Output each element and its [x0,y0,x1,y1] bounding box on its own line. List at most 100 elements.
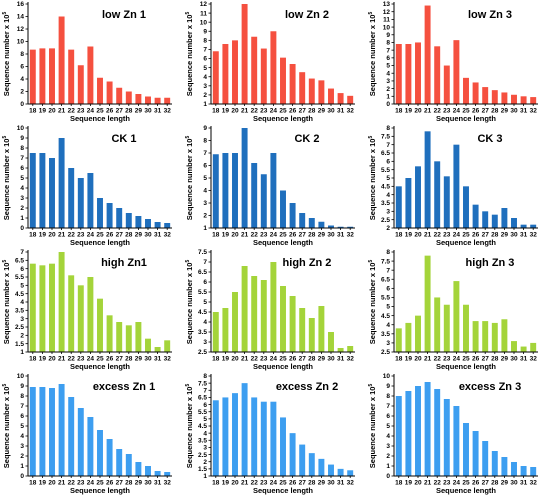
bar-24 [87,277,94,352]
x-tick-label: 27 [299,480,307,487]
bar-18 [395,44,402,104]
bar-19 [405,322,412,352]
x-tick-label: 32 [530,232,538,239]
y-axis-title: Sequence number x 105 [185,12,194,97]
bar-27 [482,211,489,228]
bar-31 [337,468,344,476]
x-axis-title: Sequence length [253,114,313,123]
bar-28 [491,322,498,352]
bar-25 [280,57,286,104]
bar-30 [511,341,517,352]
bar-31 [154,97,161,104]
bar-22 [251,397,258,476]
bar-22 [251,276,258,352]
bar-28 [125,213,132,228]
x-tick-label: 23 [77,356,85,363]
y-tick-label: 2.5 [15,324,24,331]
bar-29 [318,306,325,352]
y-tick-label: 4 [20,299,24,306]
x-tick-label: 31 [520,480,528,487]
bar-19 [39,153,46,228]
bar-29 [501,92,508,104]
x-tick-label: 24 [87,480,95,487]
bar-20 [232,40,238,104]
bar-19 [39,387,46,476]
x-tick-label: 26 [106,356,114,363]
x-tick-label: 24 [270,232,278,239]
x-tick-label: 20 [48,480,56,487]
x-tick-label: 24 [453,108,461,115]
y-tick-label: 8 [203,38,207,45]
x-tick-label: 23 [260,232,268,239]
bar-21 [241,4,248,104]
chart-panel-8: 2.533.544.555.566.577.518 19 20 21 22 23 24 25 2… [185,249,355,371]
bar-19 [222,44,229,104]
y-tick-label: 10 [17,125,25,132]
y-tick-label: 9 [386,32,390,39]
x-tick-label: 24 [270,480,278,487]
y-tick-label: 5 [20,283,24,290]
bar-25 [463,304,469,352]
x-tick-label: 24 [453,356,461,363]
x-tick-label: 22 [68,108,76,115]
y-tick-label: 3 [386,340,390,347]
x-tick-label: 22 [434,480,442,487]
bar-19 [222,397,229,476]
bar-23 [77,65,84,104]
x-tick-label: 18 [212,480,220,487]
x-tick-label: 18 [29,356,37,363]
bar-29 [501,319,508,352]
x-tick-label: 31 [520,232,528,239]
x-tick-label: 26 [472,108,480,115]
bar-29 [501,457,508,476]
y-tick-label: 7 [20,403,24,410]
x-tick-label: 21 [241,480,249,487]
x-tick-label: 27 [482,356,490,363]
bar-31 [520,346,527,352]
y-tick-label: 1 [203,101,207,108]
bar-29 [318,221,325,228]
x-tick-label: 30 [510,480,518,487]
bar-21 [424,255,431,352]
x-tick-label: 29 [318,480,326,487]
bar-31 [337,348,344,352]
y-tick-label: 4 [20,185,24,192]
x-tick-label: 32 [164,232,172,239]
x-tick-label: 32 [530,356,538,363]
bar-25 [97,430,103,476]
y-tick-label: 7 [386,47,390,54]
x-tick-label: 26 [106,108,114,115]
bar-23 [443,399,450,476]
bar-18 [29,263,36,352]
x-tick-label: 21 [241,356,249,363]
bar-27 [299,213,306,228]
y-tick-label: 8 [386,249,390,256]
bar-32 [530,97,537,104]
y-tick-label: 6 [203,56,207,63]
x-axis-title: Sequence length [253,238,313,247]
bar-31 [520,96,527,104]
bar-23 [443,65,450,104]
y-tick-label: 11 [383,17,390,24]
bar-25 [280,286,286,352]
bar-24 [87,417,94,476]
x-tick-label: 19 [222,108,230,115]
bar-20 [232,393,238,476]
x-tick-label: 24 [453,232,461,239]
y-tick-label: 3 [203,339,207,346]
bar-22 [68,275,75,352]
y-tick-label: 3.5 [198,329,207,336]
bar-28 [308,218,315,228]
y-axis-title: Sequence number x 105 [185,136,194,221]
y-tick-label: 4.5 [381,313,390,320]
x-tick-label: 25 [96,108,104,115]
y-tick-label: 5.5 [198,289,207,296]
bar-32 [164,472,171,476]
bar-23 [77,178,84,228]
bar-23 [77,285,84,352]
bar-20 [232,292,238,352]
y-tick-label: 6.5 [198,395,207,402]
x-tick-label: 26 [472,356,480,363]
